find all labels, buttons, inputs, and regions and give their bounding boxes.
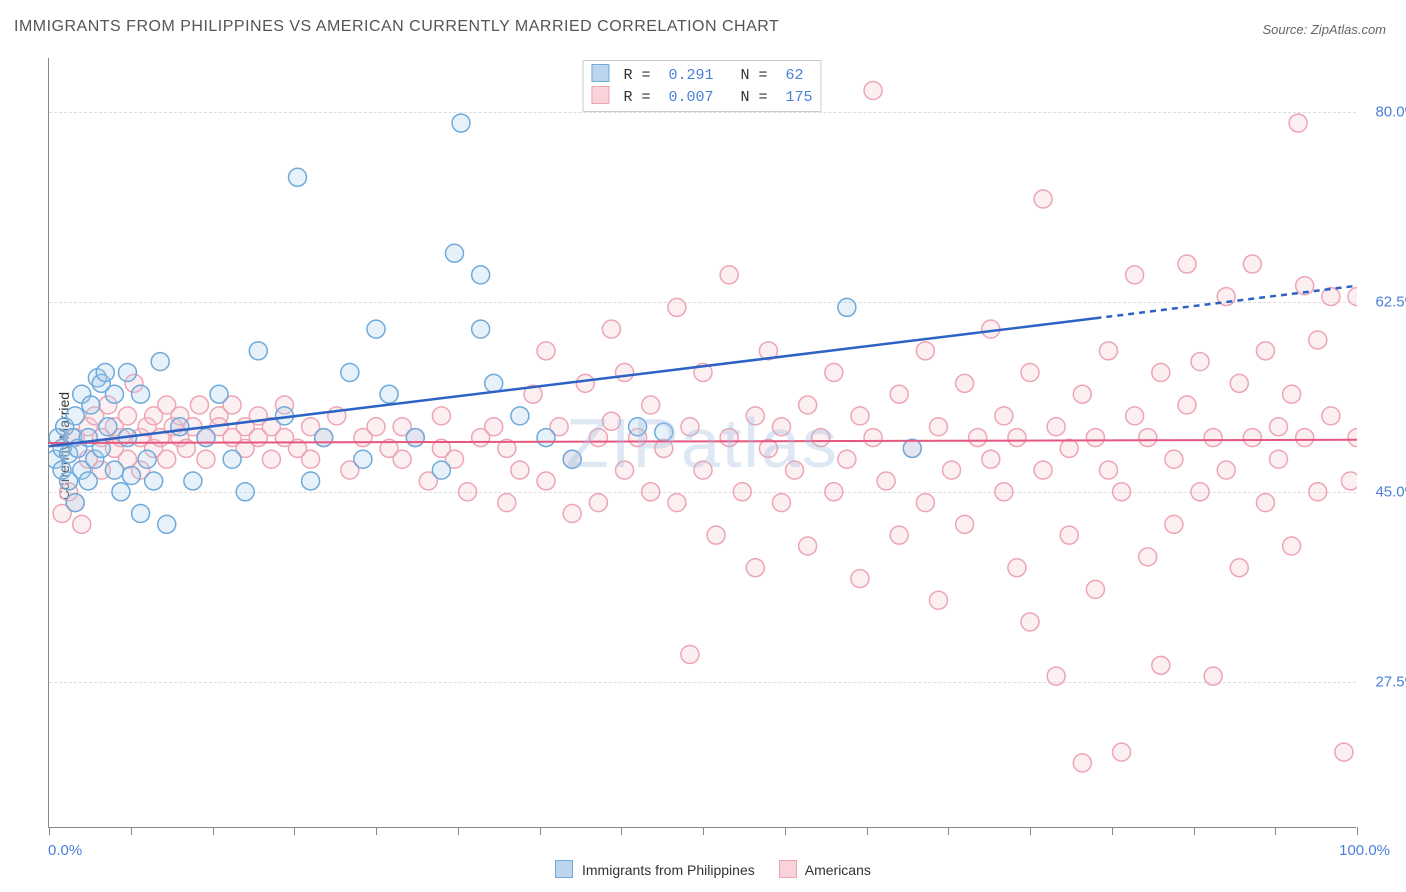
pink-swatch-icon bbox=[779, 860, 797, 878]
chart-title: IMMIGRANTS FROM PHILIPPINES VS AMERICAN … bbox=[14, 18, 779, 36]
blue-series-label: Immigrants from Philippines bbox=[582, 862, 755, 878]
x-tick bbox=[621, 827, 622, 835]
stats-row-pink: R = 0.007 N = 175 bbox=[591, 86, 812, 108]
blue-r-value: 0.291 bbox=[668, 67, 713, 84]
scatter-svg bbox=[49, 58, 1357, 828]
source-attribution: Source: ZipAtlas.com bbox=[1262, 22, 1386, 37]
blue-swatch-icon bbox=[591, 64, 609, 82]
x-tick bbox=[49, 827, 50, 835]
stats-legend: R = 0.291 N = 62 R = 0.007 N = 175 bbox=[582, 60, 821, 112]
x-tick bbox=[785, 827, 786, 835]
x-tick bbox=[376, 827, 377, 835]
x-tick-100: 100.0% bbox=[1339, 842, 1390, 859]
blue-swatch-icon bbox=[555, 860, 573, 878]
x-tick bbox=[867, 827, 868, 835]
x-tick bbox=[131, 827, 132, 835]
x-tick bbox=[1194, 827, 1195, 835]
y-tick-label: 80.0% bbox=[1362, 104, 1406, 121]
x-tick bbox=[540, 827, 541, 835]
pink-r-value: 0.007 bbox=[668, 89, 713, 106]
stats-row-blue: R = 0.291 N = 62 bbox=[591, 64, 812, 86]
y-tick-label: 45.0% bbox=[1362, 483, 1406, 500]
y-tick-label: 27.5% bbox=[1362, 673, 1406, 690]
x-tick bbox=[1275, 827, 1276, 835]
x-tick bbox=[213, 827, 214, 835]
x-tick bbox=[948, 827, 949, 835]
x-tick bbox=[1030, 827, 1031, 835]
pink-n-value: 175 bbox=[786, 89, 813, 106]
x-tick bbox=[294, 827, 295, 835]
plot-area: ZIPatlas 27.5%45.0%62.5%80.0% bbox=[48, 58, 1356, 828]
y-tick-label: 62.5% bbox=[1362, 294, 1406, 311]
series-legend: Immigrants from Philippines Americans bbox=[0, 860, 1406, 878]
blue-n-value: 62 bbox=[786, 67, 804, 84]
x-tick bbox=[1357, 827, 1358, 835]
x-tick-0: 0.0% bbox=[48, 842, 82, 859]
x-tick bbox=[1112, 827, 1113, 835]
plot-container: ZIPatlas 27.5%45.0%62.5%80.0% R = 0.291 … bbox=[48, 58, 1356, 828]
x-tick bbox=[703, 827, 704, 835]
pink-swatch-icon bbox=[591, 86, 609, 104]
pink-series-label: Americans bbox=[805, 862, 871, 878]
x-tick bbox=[458, 827, 459, 835]
